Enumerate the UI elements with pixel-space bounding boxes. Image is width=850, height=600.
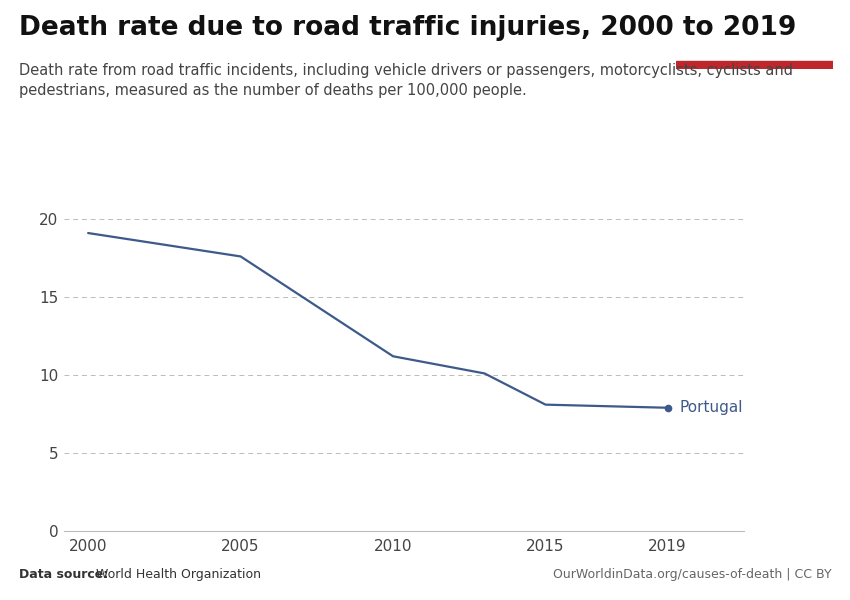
Text: OurWorldinData.org/causes-of-death | CC BY: OurWorldinData.org/causes-of-death | CC … [552, 568, 831, 581]
Bar [676, 61, 833, 69]
Text: Data source:: Data source: [19, 568, 108, 581]
Text: Death rate from road traffic incidents, including vehicle drivers or passengers,: Death rate from road traffic incidents, … [19, 63, 793, 98]
Text: Our World
in Data: Our World in Data [717, 16, 792, 44]
Text: World Health Organization: World Health Organization [92, 568, 261, 581]
Text: Death rate due to road traffic injuries, 2000 to 2019: Death rate due to road traffic injuries,… [19, 15, 796, 41]
Text: Portugal: Portugal [680, 400, 743, 415]
